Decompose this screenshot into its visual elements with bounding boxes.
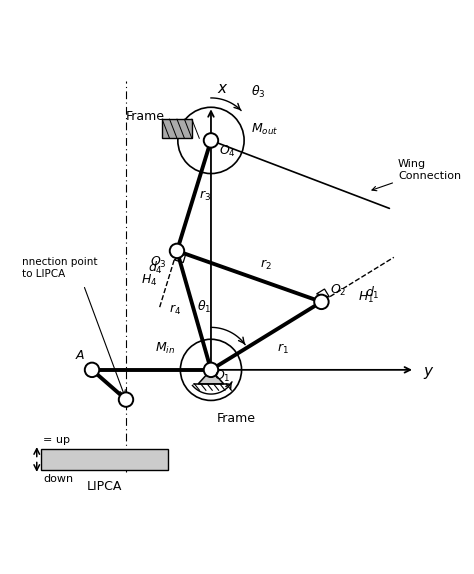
Text: $r_4$: $r_4$	[169, 303, 181, 317]
Circle shape	[119, 393, 133, 407]
Text: $M_{out}$: $M_{out}$	[251, 122, 279, 137]
Text: $y$: $y$	[423, 365, 435, 381]
Text: to LIPCA: to LIPCA	[22, 269, 65, 280]
Text: $r_1$: $r_1$	[277, 342, 289, 356]
Text: Frame: Frame	[217, 412, 256, 425]
Text: $d_1$: $d_1$	[365, 285, 380, 301]
Text: LIPCA: LIPCA	[87, 480, 122, 493]
Text: $\theta_3$: $\theta_3$	[251, 83, 266, 100]
Text: $\theta_1$: $\theta_1$	[197, 298, 212, 315]
Polygon shape	[198, 370, 224, 384]
Text: down: down	[43, 474, 73, 484]
Text: $r_3$: $r_3$	[199, 189, 211, 203]
Text: $O_4$: $O_4$	[219, 144, 236, 159]
Circle shape	[170, 243, 184, 258]
Text: $O_1$: $O_1$	[214, 369, 231, 383]
Text: Frame: Frame	[126, 110, 164, 123]
Circle shape	[204, 133, 218, 148]
Text: $r_2$: $r_2$	[260, 258, 272, 272]
Text: $M_{in}$: $M_{in}$	[155, 341, 175, 356]
Text: $O_2$: $O_2$	[330, 284, 346, 298]
Circle shape	[314, 294, 328, 309]
Circle shape	[85, 363, 99, 377]
Text: Wing
Connection: Wing Connection	[372, 160, 461, 191]
Text: $O_3$: $O_3$	[150, 255, 166, 270]
Text: $H_4$: $H_4$	[141, 273, 157, 288]
Text: nnection point: nnection point	[22, 257, 97, 266]
Circle shape	[204, 363, 218, 377]
Text: = up: = up	[43, 435, 70, 445]
Text: $A$: $A$	[75, 349, 86, 362]
Text: $x$: $x$	[218, 81, 229, 96]
Text: $d_4$: $d_4$	[148, 260, 164, 276]
Bar	[162, 119, 192, 138]
Text: $H_1$: $H_1$	[358, 290, 374, 305]
Bar	[41, 449, 168, 470]
